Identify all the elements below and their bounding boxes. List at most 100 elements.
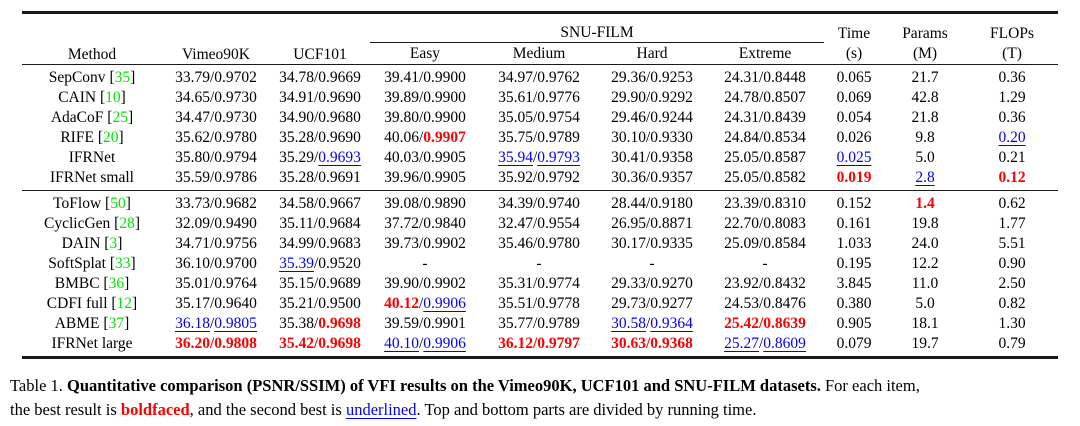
value-text: 39.89/0.9900 xyxy=(384,89,466,106)
metric-cell: 35.05/0.9754 xyxy=(480,108,598,128)
metric-cell: 1.77 xyxy=(966,214,1058,234)
table-row: ABME [37] 36.18/0.9805 35.38/0.9698 39.59/0… xyxy=(22,314,1058,334)
table-row: CAIN [10] 34.65/0.9730 34.91/0.9690 39.89/0… xyxy=(22,88,1058,108)
metric-cell: 0.019 xyxy=(824,168,884,191)
table-row: CyclicGen [28] 32.09/0.9490 35.11/0.9684 37… xyxy=(22,214,1058,234)
second-best-value: 0.20 xyxy=(998,129,1026,146)
method-name: AdaCoF xyxy=(50,109,104,126)
table-group-fast-methods: SepConv [35] 33.79/0.9702 34.78/0.9669 39.4… xyxy=(22,65,1059,191)
method-cell: IFRNet xyxy=(22,148,162,168)
table-row: SoftSplat [33] 36.10/0.9700 35.39/0.9520 - -… xyxy=(22,254,1058,274)
citation-ref[interactable]: 28 xyxy=(119,215,135,232)
col-header-ucf101: UCF101 xyxy=(293,46,347,63)
method-name: IFRNet small xyxy=(50,169,134,186)
value-text: / xyxy=(418,335,424,352)
method-name: CAIN xyxy=(58,89,97,106)
metric-cell: 34.58/0.9667 xyxy=(270,191,370,215)
value-text: 0.36 xyxy=(998,109,1026,126)
value-text: 40.03/0.9905 xyxy=(384,149,466,166)
metric-cell: 0.90 xyxy=(966,254,1058,274)
value-text: 39.90/0.9902 xyxy=(384,275,466,292)
method-cell: IFRNet small xyxy=(22,168,162,191)
metric-cell: 0.069 xyxy=(824,88,884,108)
value-text: / xyxy=(418,295,424,312)
value-text: 32.47/0.9554 xyxy=(498,215,580,232)
metric-cell: 0.36 xyxy=(966,65,1058,89)
value-text: 29.33/0.9270 xyxy=(611,275,693,292)
metric-cell: 35.61/0.9776 xyxy=(480,88,598,108)
value-text: 5.0 xyxy=(915,295,935,312)
method-cell: CyclicGen [28] xyxy=(43,215,140,232)
metric-cell: 23.92/0.8432 xyxy=(706,274,824,294)
citation-ref[interactable]: 25 xyxy=(112,109,128,126)
col-header-time-unit: (s) xyxy=(845,45,863,62)
value-text: 35.01/0.9764 xyxy=(175,275,257,292)
metric-cell: 19.8 xyxy=(884,214,966,234)
method-name: IFRNet large xyxy=(51,335,133,352)
metric-cell: - xyxy=(370,254,480,274)
metric-cell: 24.53/0.8476 xyxy=(706,294,824,314)
metric-cell: 3.845 xyxy=(824,274,884,294)
metric-cell: 34.39/0.9740 xyxy=(480,191,598,215)
value-text: 0.62 xyxy=(998,195,1026,212)
method-name: SoftSplat xyxy=(48,255,106,272)
best-value: 40.12 xyxy=(384,295,419,312)
value-text: 42.8 xyxy=(911,89,939,106)
second-best-value: 25.27 xyxy=(724,335,759,352)
value-text: 34.65/0.9730 xyxy=(175,89,257,106)
value-text: /0.9520 xyxy=(313,255,361,272)
value-text: 33.73/0.9682 xyxy=(175,195,257,212)
metric-cell: 33.79/0.9702 xyxy=(162,65,270,89)
citation-ref[interactable]: 10 xyxy=(105,89,121,106)
table-row: ToFlow [50] 33.73/0.9682 34.58/0.9667 39.08… xyxy=(22,191,1058,215)
metric-cell: 30.41/0.9358 xyxy=(598,148,706,168)
col-header-params-unit: (M) xyxy=(912,45,938,62)
value-text: 39.73/0.9902 xyxy=(384,235,466,252)
value-text: 35.21/0.9500 xyxy=(279,295,361,312)
citation-ref[interactable]: 35 xyxy=(114,69,131,86)
value-text: 35.80/0.9794 xyxy=(175,149,257,166)
value-text: 39.96/0.9905 xyxy=(384,169,466,186)
second-best-value: 35.94 xyxy=(498,149,533,166)
value-text: 34.47/0.9730 xyxy=(175,109,257,126)
citation-ref[interactable]: 12 xyxy=(116,295,133,312)
best-value: 0.9907 xyxy=(423,129,466,146)
metric-cell: 1.033 xyxy=(824,234,884,254)
col-header-time: Time (s) xyxy=(824,13,884,65)
second-best-value: 0.9805 xyxy=(214,315,257,332)
metric-cell: 40.06/0.9907 xyxy=(370,128,480,148)
second-best-value: 36.18 xyxy=(175,315,210,332)
metric-cell: 29.90/0.9292 xyxy=(598,88,706,108)
table-row: RIFE [20] 35.62/0.9780 35.28/0.9690 40.06/0… xyxy=(22,128,1058,148)
value-text: 35.62/0.9780 xyxy=(175,129,257,146)
metric-cell: 35.75/0.9789 xyxy=(480,128,598,148)
metric-cell: 34.65/0.9730 xyxy=(162,88,270,108)
metric-cell: 23.39/0.8310 xyxy=(706,191,824,215)
metric-cell: 25.27/0.8609 xyxy=(706,334,824,358)
citation-ref[interactable]: 3 xyxy=(109,235,118,252)
value-text: 35.11/0.9684 xyxy=(279,215,361,232)
metric-cell: 0.195 xyxy=(824,254,884,274)
metric-cell: 39.73/0.9902 xyxy=(370,234,480,254)
value-text: - xyxy=(649,255,655,272)
citation-ref[interactable]: 50 xyxy=(110,195,126,212)
value-text: / xyxy=(532,149,538,166)
citation-ref[interactable]: 33 xyxy=(115,255,131,272)
metric-cell: 29.36/0.9253 xyxy=(598,65,706,89)
metric-cell: - xyxy=(480,254,598,274)
second-best-value: 35.39 xyxy=(279,255,314,272)
citation-ref[interactable]: 20 xyxy=(102,129,119,146)
metric-cell: 35.51/0.9778 xyxy=(480,294,598,314)
metric-cell: 34.90/0.9680 xyxy=(270,108,370,128)
value-text: 40.06/ xyxy=(384,129,424,146)
metric-cell: 36.18/0.9805 xyxy=(162,314,270,334)
metric-cell: 34.78/0.9669 xyxy=(270,65,370,89)
citation-ref[interactable]: 36 xyxy=(108,275,125,292)
second-best-value: 0.9693 xyxy=(318,149,361,166)
metric-cell: 37.72/0.9840 xyxy=(370,214,480,234)
metric-cell: 35.31/0.9774 xyxy=(480,274,598,294)
second-best-value: 0.8609 xyxy=(763,335,806,352)
citation-ref[interactable]: 37 xyxy=(108,315,125,332)
method-name: CDFI full xyxy=(46,295,108,312)
metric-cell: 35.28/0.9690 xyxy=(270,128,370,148)
